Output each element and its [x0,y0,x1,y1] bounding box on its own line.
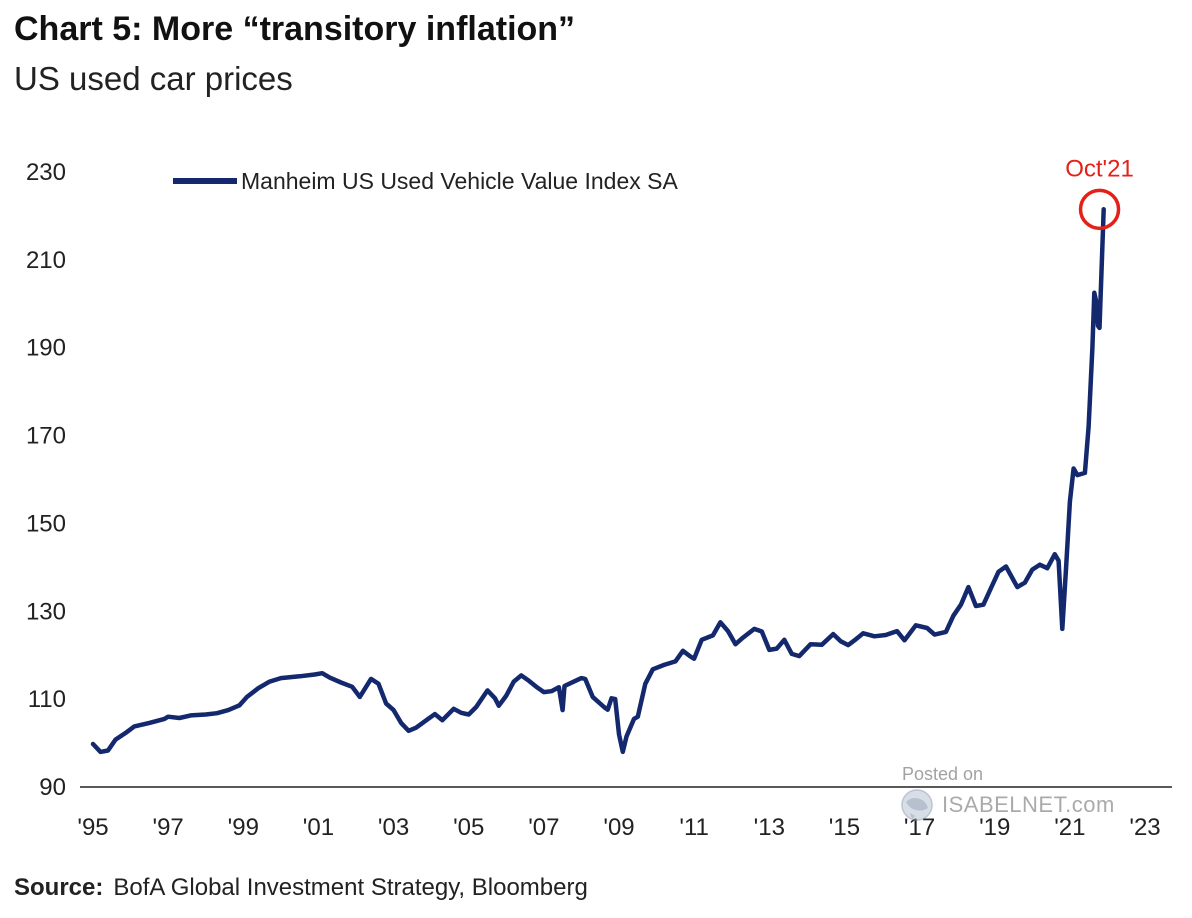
y-axis-ticks: 90 110 130 150 170 190 210 230 [26,159,66,801]
watermark-posted-text: Posted on [902,764,984,784]
x-tick-label: '07 [528,814,559,841]
chart-subtitle: US used car prices [14,60,293,97]
globe-icon [898,786,936,824]
source-label: Source: [14,874,104,901]
source-line: Source: BofA Global Investment Strategy, … [14,874,588,902]
x-tick-label: '97 [153,814,184,841]
x-tick-label: '05 [453,814,484,841]
annotation-circle-oct21 [1078,188,1121,231]
legend: Manheim US Used Vehicle Value Index SA [173,168,678,194]
watermark: Posted on ISABELNET.com [898,764,1128,834]
x-tick-label: '11 [679,814,709,841]
x-tick-label: '95 [77,814,108,841]
y-tick-label: 130 [26,598,66,625]
y-tick-label: 110 [28,686,66,713]
x-tick-label: '21 [1054,814,1085,841]
source-text: BofA Global Investment Strategy, Bloombe… [113,874,588,901]
legend-label: Manheim US Used Vehicle Value Index SA [241,168,678,194]
x-axis-ticks: '95'97'99'01'03'05'07'09'11'13'15'17'19 '… [77,814,1160,841]
x-tick-label: '09 [603,814,634,841]
series-line-manheim-index [90,207,1106,755]
x-tick-label: '15 [829,814,860,841]
y-tick-label: 90 [39,774,66,801]
y-tick-label: 230 [26,159,66,186]
chart-title: Chart 5: More “transitory inflation” [14,10,576,48]
x-tick-label: '03 [378,814,409,841]
x-tick-label: '01 [303,814,334,841]
annotation-label-oct21: Oct'21 [1065,155,1134,182]
x-tick-label: '23 [1129,814,1160,841]
y-tick-label: 170 [26,423,66,450]
x-tick-label: '13 [754,814,785,841]
y-tick-label: 190 [26,335,66,362]
watermark-site-text: ISABELNET.com [942,792,1115,817]
y-tick-label: 150 [26,510,66,537]
x-tick-label: '99 [228,814,259,841]
x-tick-label: '19 [979,814,1010,841]
y-tick-label: 210 [26,247,66,274]
